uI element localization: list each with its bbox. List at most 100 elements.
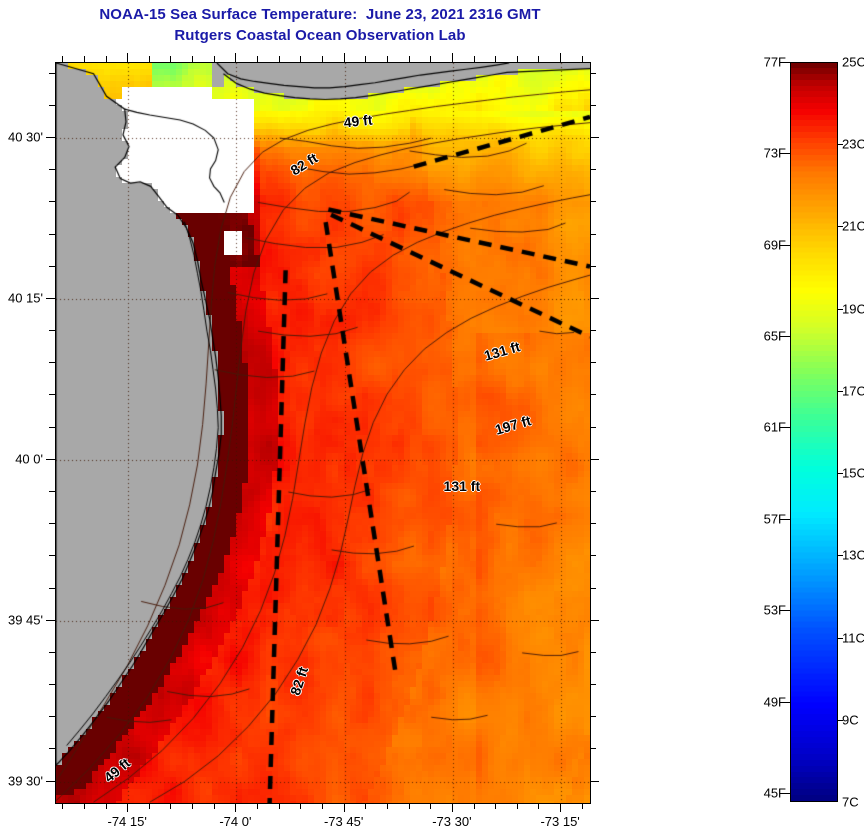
colorbar-tick-c bbox=[838, 637, 843, 639]
y-major-tick bbox=[46, 780, 55, 782]
y-right-tick bbox=[590, 137, 599, 139]
y-minor-tick bbox=[49, 651, 55, 653]
y-right-tick bbox=[590, 330, 596, 332]
x-major-tick bbox=[451, 803, 453, 812]
y-right-tick bbox=[590, 587, 596, 589]
temperature-colorbar: 77F 73F 69F 65F 61F 57F 53F 49F 45F 25C 23C 21C 19C 1… bbox=[764, 55, 864, 810]
sst-map[interactable]: 49 ft 82 ft 131 ft 197 ft 131 ft 82 ft 49 ft bbox=[55, 62, 591, 804]
y-axis-label: 39 45' bbox=[7, 612, 43, 628]
x-minor-tick bbox=[408, 803, 410, 809]
x-minor-tick bbox=[148, 803, 150, 809]
x-major-tick bbox=[343, 803, 345, 812]
x-minor-tick bbox=[300, 803, 302, 809]
colorbar-label-f-77: 77F bbox=[763, 54, 786, 70]
x-top-tick bbox=[343, 53, 345, 62]
y-right-tick bbox=[590, 780, 599, 782]
colorbar-tick-c bbox=[838, 555, 843, 557]
x-minor-tick bbox=[538, 803, 540, 809]
coastline-and-transect-overlay bbox=[56, 63, 590, 803]
colorbar-tick-f bbox=[785, 153, 790, 155]
x-top-tick bbox=[192, 56, 194, 62]
x-minor-tick bbox=[213, 803, 215, 809]
y-right-tick bbox=[590, 233, 596, 235]
y-right-tick bbox=[590, 297, 599, 299]
colorbar-label-f-45: 45F bbox=[763, 785, 786, 801]
y-right-tick bbox=[590, 523, 596, 525]
y-right-tick bbox=[590, 651, 596, 653]
y-right-tick bbox=[590, 555, 596, 557]
x-minor-tick bbox=[516, 803, 518, 809]
y-minor-tick bbox=[49, 169, 55, 171]
colorbar-tick-c bbox=[838, 719, 843, 721]
x-top-tick bbox=[538, 56, 540, 62]
y-minor-tick bbox=[49, 716, 55, 718]
colorbar-gradient bbox=[790, 62, 838, 802]
y-minor-tick bbox=[49, 426, 55, 428]
x-axis-label: -74 0' bbox=[219, 814, 252, 829]
y-minor-tick bbox=[49, 684, 55, 686]
x-minor-tick bbox=[257, 803, 259, 809]
colorbar-tick-c bbox=[838, 226, 843, 228]
x-minor-tick bbox=[386, 803, 388, 809]
y-minor-tick bbox=[49, 491, 55, 492]
y-minor-tick bbox=[49, 72, 55, 74]
x-top-tick bbox=[581, 56, 583, 62]
y-right-tick bbox=[590, 619, 599, 621]
y-major-tick bbox=[46, 619, 55, 621]
y-minor-tick bbox=[49, 330, 55, 332]
colorbar-tick-f bbox=[785, 792, 790, 794]
colorbar-label-f-73: 73F bbox=[763, 145, 786, 161]
x-top-tick bbox=[560, 53, 562, 62]
x-minor-tick bbox=[581, 803, 583, 809]
y-right-tick bbox=[590, 748, 596, 750]
colorbar-label-f-57: 57F bbox=[763, 511, 786, 527]
x-top-tick bbox=[322, 56, 323, 62]
colorbar-label-c-13: 13C bbox=[842, 547, 864, 563]
x-top-tick bbox=[278, 56, 280, 62]
colorbar-tick-c bbox=[838, 144, 843, 146]
x-minor-tick bbox=[192, 803, 194, 809]
y-right-tick bbox=[590, 684, 596, 686]
colorbar-tick-c bbox=[838, 308, 843, 310]
colorbar-label-c-23: 23C bbox=[842, 136, 864, 152]
colorbar-tick-c bbox=[838, 390, 843, 392]
colorbar-label-c-11: 11C bbox=[842, 630, 864, 646]
x-axis-label: -73 15' bbox=[540, 814, 580, 829]
x-top-tick bbox=[235, 53, 237, 62]
x-axis-label: -73 30' bbox=[432, 814, 472, 829]
colorbar-tick-f bbox=[785, 701, 790, 703]
colorbar-tick-f bbox=[785, 244, 790, 246]
colorbar-label-f-69: 69F bbox=[763, 237, 786, 253]
x-minor-tick bbox=[430, 803, 432, 809]
x-axis-label: -73 45' bbox=[323, 814, 364, 829]
y-right-tick bbox=[590, 362, 596, 364]
colorbar-label-f-65: 65F bbox=[763, 328, 786, 344]
colorbar-label-c-21: 21C bbox=[842, 218, 864, 234]
x-major-tick bbox=[560, 803, 562, 812]
y-right-tick bbox=[590, 201, 596, 203]
y-minor-tick bbox=[49, 201, 55, 203]
x-top-tick bbox=[170, 56, 172, 62]
colorbar-tick-f bbox=[785, 62, 790, 63]
x-top-tick bbox=[408, 56, 410, 62]
colorbar-tick-c bbox=[838, 473, 843, 475]
x-top-tick bbox=[516, 56, 518, 62]
colorbar-label-c-17: 17C bbox=[842, 383, 864, 399]
x-minor-tick bbox=[105, 803, 107, 809]
x-top-tick bbox=[300, 56, 302, 62]
x-minor-tick bbox=[473, 803, 475, 809]
y-axis-label: 40 0' bbox=[15, 451, 43, 467]
colorbar-label-c-7: 7C bbox=[842, 794, 859, 810]
y-right-tick bbox=[590, 458, 599, 460]
x-minor-tick bbox=[62, 803, 64, 809]
x-top-tick bbox=[105, 56, 107, 62]
y-right-tick bbox=[590, 265, 596, 267]
colorbar-label-c-25: 25C bbox=[842, 54, 864, 70]
y-right-tick bbox=[590, 72, 596, 74]
x-top-tick bbox=[127, 53, 129, 62]
x-top-tick bbox=[257, 56, 259, 62]
y-right-tick bbox=[590, 169, 596, 171]
x-top-tick bbox=[365, 56, 367, 62]
y-minor-tick bbox=[49, 394, 55, 396]
y-axis-label: 39 30' bbox=[7, 773, 43, 789]
